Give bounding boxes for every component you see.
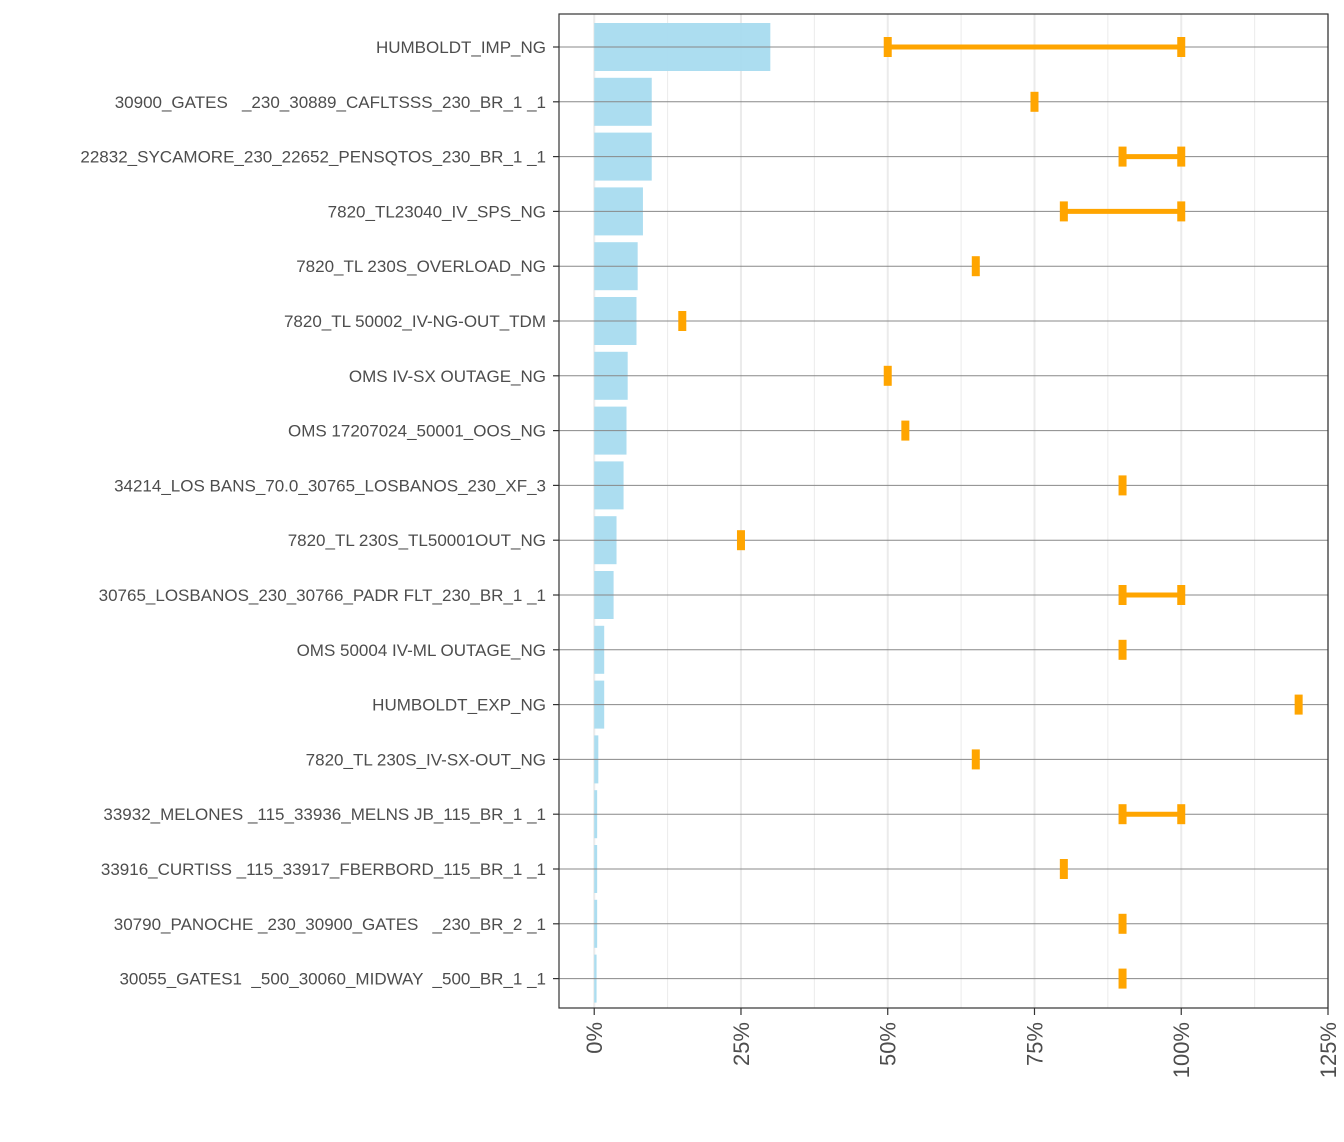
- x-tick-label: 50%: [876, 1022, 901, 1066]
- grid-layer: [593, 14, 1329, 1008]
- range-cap-low: [1118, 585, 1127, 605]
- category-label: 22832_SYCAMORE_230_22652_PENSQTOS_230_BR…: [80, 148, 546, 167]
- category-label: HUMBOLDT_EXP_NG: [372, 696, 546, 715]
- x-tick-label: 75%: [1022, 1022, 1047, 1066]
- category-label: 30790_PANOCHE _230_30900_GATES _230_BR_2…: [114, 915, 546, 934]
- range-cap-high: [1177, 201, 1186, 222]
- x-tick-label: 125%: [1316, 1022, 1341, 1078]
- range-cap-low: [678, 311, 687, 331]
- range-cap-high: [1177, 37, 1186, 57]
- category-label: 7820_TL 230S_OVERLOAD_NG: [296, 257, 546, 276]
- category-label: OMS 17207024_50001_OOS_NG: [288, 422, 546, 441]
- x-tick-label: 25%: [729, 1022, 754, 1066]
- x-tick-label: 0%: [582, 1022, 607, 1054]
- category-label: 30055_GATES1 _500_30060_MIDWAY _500_BR_1…: [119, 970, 546, 989]
- category-label: 33916_CURTISS _115_33917_FBERBORD_115_BR…: [101, 860, 546, 879]
- category-label: 34214_LOS BANS_70.0_30765_LOSBANOS_230_X…: [114, 476, 546, 495]
- x-tick-label: 100%: [1169, 1022, 1194, 1078]
- category-label: 7820_TL 230S_IV-SX-OUT_NG: [306, 750, 546, 769]
- range-cap-low: [971, 749, 980, 770]
- range-cap-low: [883, 365, 892, 386]
- range-cap-low: [1059, 859, 1068, 879]
- range-cap-high: [1177, 585, 1186, 605]
- row-lines-layer: [559, 46, 1328, 980]
- category-label: 33932_MELONES _115_33936_MELNS JB_115_BR…: [103, 805, 546, 824]
- range-cap-low: [1059, 201, 1068, 222]
- range-cap-high: [1177, 804, 1186, 825]
- range-cap-low: [1118, 475, 1127, 496]
- bars-layer: [594, 23, 771, 1003]
- category-label: 7820_TL 50002_IV-NG-OUT_TDM: [284, 312, 546, 331]
- range-cap-low: [883, 37, 892, 57]
- category-label: OMS 50004 IV-ML OUTAGE_NG: [297, 641, 546, 660]
- range-cap-low: [1118, 639, 1127, 660]
- category-label: HUMBOLDT_IMP_NG: [376, 38, 546, 57]
- range-cap-low: [1118, 146, 1127, 167]
- panel-border: [558, 13, 1329, 1009]
- range-cap-low: [736, 530, 745, 551]
- range-cap-low: [901, 420, 910, 441]
- range-cap-low: [1030, 91, 1039, 112]
- range-cap-low: [1118, 804, 1127, 825]
- category-label: OMS IV-SX OUTAGE_NG: [349, 367, 546, 386]
- x-axis: 0% 25% 50% 75% 100% 125%: [582, 1008, 1341, 1078]
- range-cap-low: [1118, 913, 1127, 934]
- ranges-layer: [678, 37, 1303, 989]
- range-cap-low: [971, 256, 980, 277]
- range-cap-low: [1118, 968, 1127, 989]
- category-labels: HUMBOLDT_IMP_NG 30900_GATES _230_30889_CA…: [80, 38, 559, 989]
- category-label: 7820_TL23040_IV_SPS_NG: [328, 202, 546, 221]
- category-label: 30765_LOSBANOS_230_30766_PADR FLT_230_BR…: [99, 586, 546, 605]
- range-cap-low: [1294, 694, 1303, 715]
- category-label: 30900_GATES _230_30889_CAFLTSSS_230_BR_1…: [115, 93, 546, 112]
- category-label: 7820_TL 230S_TL50001OUT_NG: [288, 531, 546, 550]
- range-cap-high: [1177, 146, 1186, 167]
